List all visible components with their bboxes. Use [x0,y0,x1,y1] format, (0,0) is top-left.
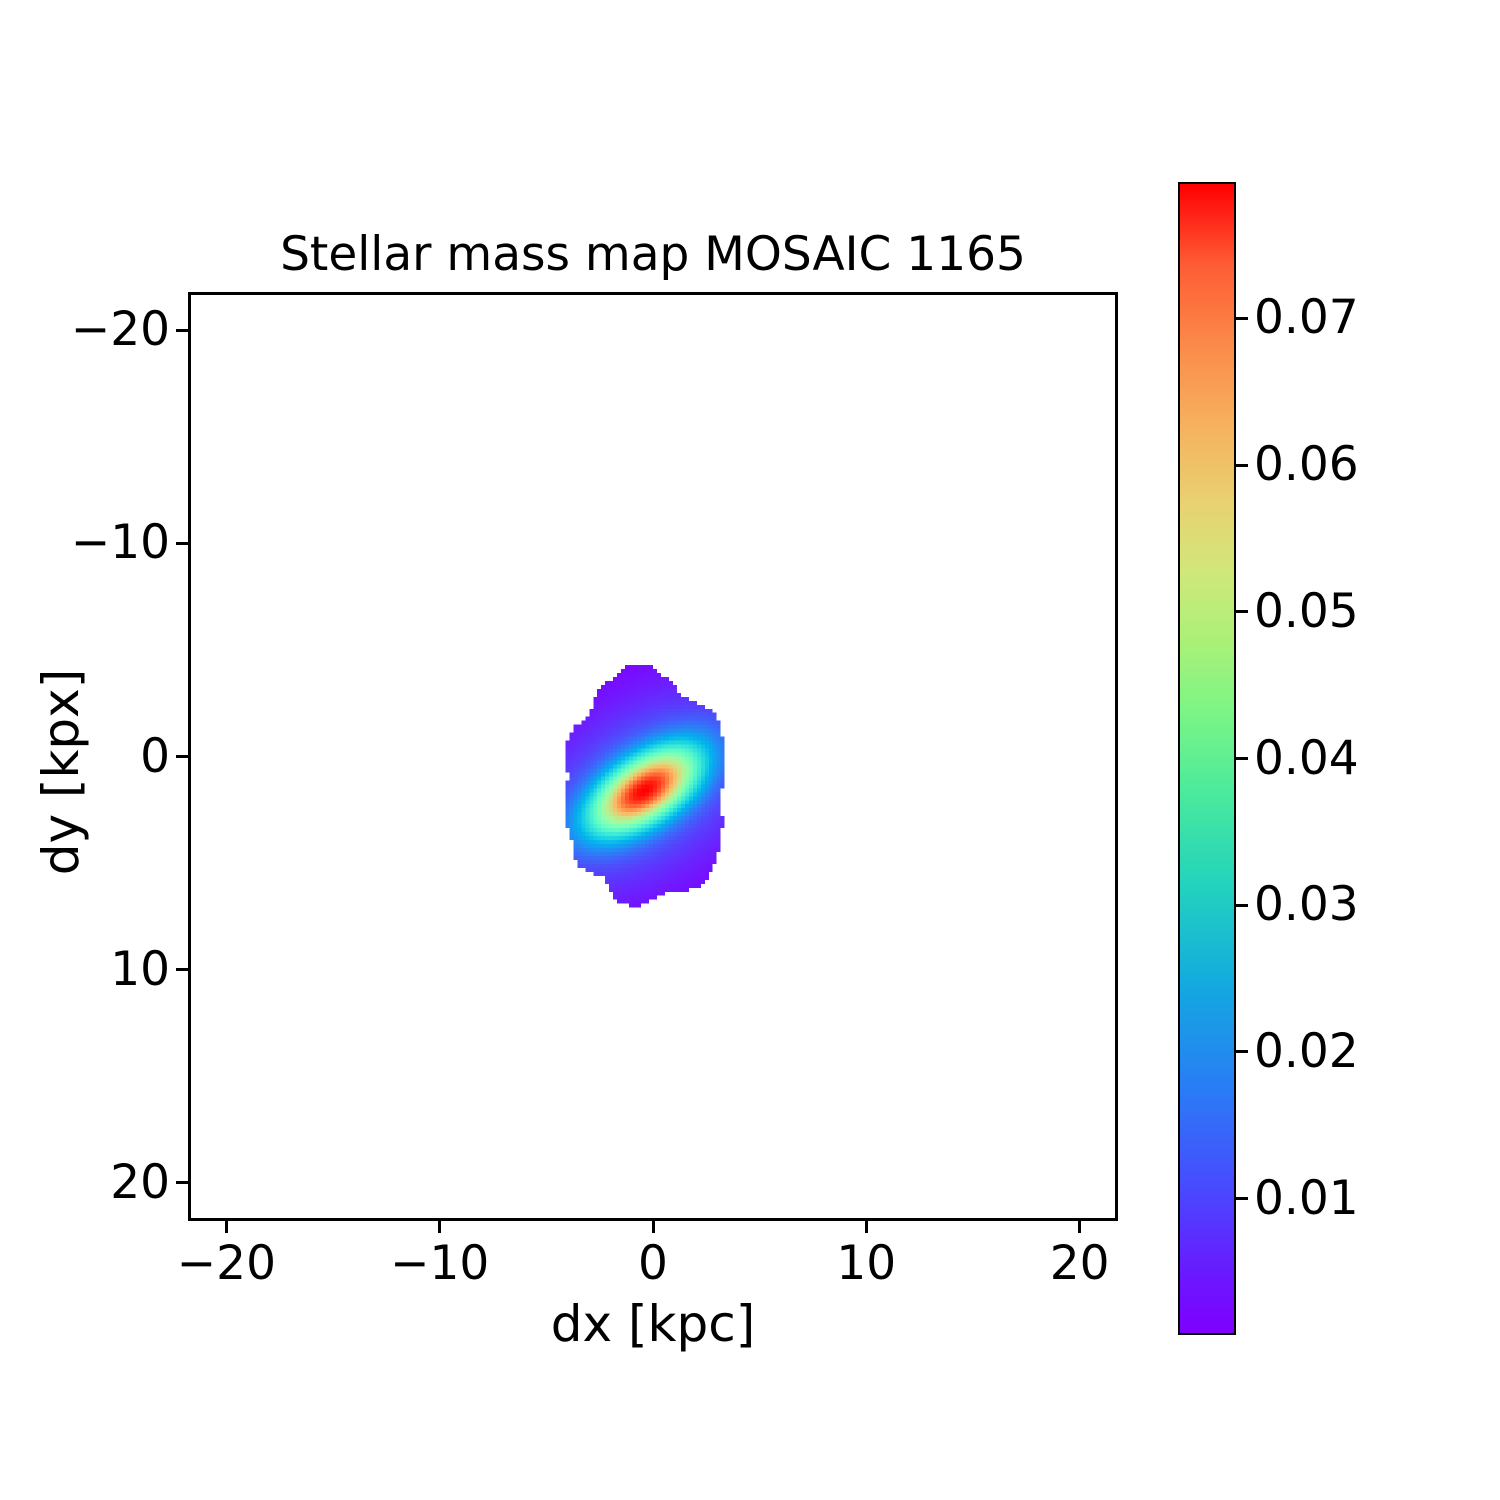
y-tick-mark [176,541,188,545]
colorbar-axis-label: 1010M⊙ arcsec−2 [1252,0,1322,245]
y-tick-label: 20 [110,1154,170,1210]
x-tick-label: 20 [1049,1236,1110,1291]
colorbar-tick-mark [1236,463,1248,467]
y-axis-label: dy [kpx] [32,668,90,876]
stellar-mass-image [191,295,1115,1218]
page-title: Stellar mass map MOSAIC 1165 [280,227,1026,282]
x-tick-label: −20 [176,1236,276,1291]
y-tick-mark [176,1181,188,1185]
x-tick-mark [438,1221,442,1233]
x-tick-label: 0 [638,1236,668,1291]
x-tick-mark [864,1221,868,1233]
colorbar-gradient [1178,182,1236,1335]
y-tick-label: −20 [70,302,170,358]
x-tick-mark [1078,1221,1082,1233]
colorbar-tick-label: 0.02 [1254,1023,1359,1079]
y-tick-mark [176,968,188,972]
y-tick-label: −10 [70,515,170,571]
y-tick-mark [176,328,188,332]
y-tick-mark [176,755,188,758]
colorbar-tick-mark [1236,610,1248,614]
y-tick-label: 10 [110,941,170,997]
colorbar-tick-label: 0.04 [1254,730,1359,786]
colorbar-tick-label: 0.01 [1254,1170,1359,1226]
x-tick-mark [224,1221,228,1233]
heatmap-axes [188,292,1118,1221]
colorbar-tick-mark [1236,903,1248,907]
colorbar-tick-mark [1236,316,1248,320]
colorbar-tick-label: 0.06 [1254,437,1359,493]
colorbar-tick-label: 0.07 [1254,290,1359,346]
x-tick-label: −10 [390,1236,490,1291]
colorbar-tick-mark [1236,1050,1248,1054]
colorbar-tick-mark [1236,757,1248,760]
colorbar-tick-label: 0.03 [1254,877,1359,933]
colorbar-tick-mark [1236,1197,1248,1201]
colorbar-tick-label: 0.05 [1254,583,1359,639]
y-tick-label: 0 [140,728,170,784]
x-tick-mark [651,1221,655,1233]
colorbar [1178,182,1236,1335]
x-axis-label: dx [kpc] [550,1295,756,1353]
x-tick-label: 10 [836,1236,897,1291]
